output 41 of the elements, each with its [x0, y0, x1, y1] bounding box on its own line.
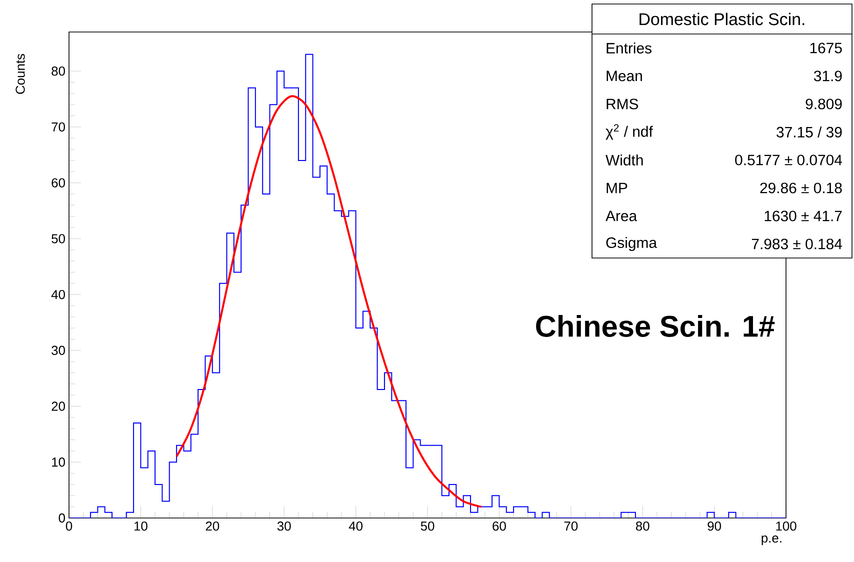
annotation: Mean — [606, 70, 642, 82]
annotation: 1630 ± 41.7 — [764, 210, 842, 222]
annotation: Entries — [606, 42, 652, 54]
text: Domestic Plastic Scin. — [640, 12, 804, 26]
annotation: Chinese Scin. 1# — [536, 315, 775, 337]
annotation: 37.15 / 39 — [776, 126, 842, 138]
annotation: χ$^{2}$ / ndf — [606, 124, 653, 140]
x-tick-label: 90 — [708, 522, 722, 531]
y-tick-label: 30 — [52, 346, 65, 355]
x-tick-label: 50 — [420, 522, 434, 531]
x-tick-label: 70 — [564, 522, 578, 531]
y-tick-label: 10 — [52, 458, 65, 467]
annotation: 7.983 ± 0.184 — [752, 238, 842, 250]
y-tick-label: 40 — [51, 290, 65, 300]
x-tick-label: 100 — [776, 522, 796, 531]
annotation: MP — [606, 182, 628, 194]
x-tick-label: 10 — [134, 522, 148, 531]
x-tick-label: 40 — [348, 522, 363, 531]
y-tick-label: 50 — [52, 234, 65, 244]
annotation: RMS — [606, 98, 638, 110]
y-tick-label: 0 — [58, 513, 65, 523]
y-tick-label: 60 — [52, 178, 65, 188]
x-tick-label: 30 — [277, 522, 291, 531]
y-tick-label: 70 — [52, 122, 65, 132]
y-axis-title: Counts — [16, 54, 25, 94]
text: 9.809 — [806, 98, 842, 110]
x-tick-label: 20 — [206, 522, 220, 531]
text: 1675 — [810, 42, 842, 54]
line-series — [176, 95, 482, 508]
x-axis-title: p.e. — [762, 536, 782, 546]
y-tick-label: 80 — [52, 66, 65, 76]
x-tick-label: 60 — [492, 522, 506, 531]
x-tick-label: 0 — [66, 522, 72, 531]
annotation: 0.5177 ± 0.0704 — [735, 154, 842, 166]
annotation: Gsigma — [606, 237, 658, 251]
y-tick-label: 20 — [52, 402, 65, 411]
text: 31.9 — [814, 70, 842, 82]
annotation: Area — [606, 210, 638, 222]
annotation: Width — [606, 154, 643, 166]
annotation: 29.86 ± 0.18 — [760, 182, 842, 194]
x-tick-label: 80 — [636, 522, 650, 531]
